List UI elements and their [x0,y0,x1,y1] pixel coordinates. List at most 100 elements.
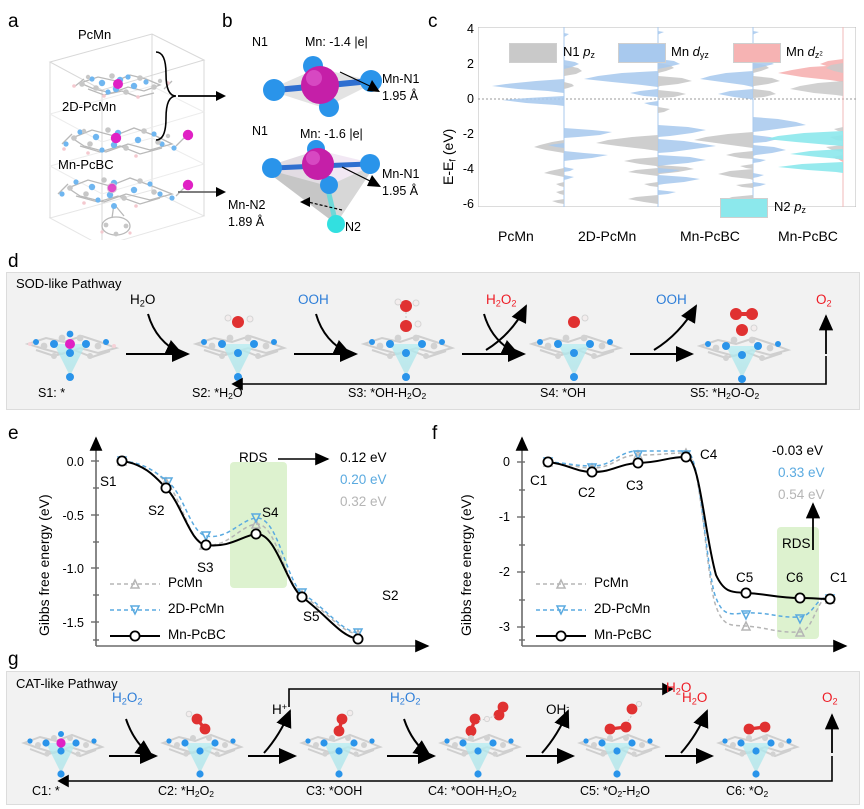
legend-label-n2-pz: N2 pz [774,199,806,216]
legend-label-e-pcmn: PcMn [168,575,203,590]
panel-c-ytick-2: 0 [467,92,474,106]
panel-f-ytick-3: -3 [498,620,510,634]
panel-c-xlabel-0: PcMn [498,228,534,244]
panel-f-energy-diagram [515,436,848,653]
bond-arrow-bottom-icon [341,166,381,187]
point-label-f-c1: C1 [530,473,548,488]
panel-g-title: CAT-like Pathway [16,676,118,691]
panel-b-square-planar-structure [263,56,382,117]
reagent-d-1: OOH [298,292,329,307]
panel-g-band [6,671,860,805]
legend-label-f-mn-pcbc: Mn-PcBC [594,627,652,642]
panel-c-ytick-0: 4 [467,22,474,36]
panel-letter-a: a [8,11,19,32]
panel-b-pyramidal-structure [262,140,380,233]
rds-value-f-0: -0.03 eV [772,443,824,458]
reagent-d-3: OOH [656,292,687,307]
structure-label-pcmn: PcMn [78,27,112,42]
rds-value-f-2: 0.54 eV [778,487,825,502]
point-label-f-c4: C4 [700,447,718,462]
panel-a-to-b-connectors [155,51,226,197]
panel-letter-d: d [8,251,19,272]
label-b-charge-bottom: Mn: -1.6 |e| [300,127,363,141]
point-label-e-s3: S3 [197,560,214,575]
bond-arrow-top-icon [339,71,380,92]
panel-letter-e: e [8,423,19,444]
point-label-e-s1: S1 [100,474,117,489]
legend-swatch-mn-dz2 [733,43,781,63]
label-b-n1-top: N1 [252,35,268,49]
legend-label-e-mn-pcbc: Mn-PcBC [168,627,226,642]
legend-label-mn-dz2: Mn dz2 [786,44,823,61]
state-label-s4: S4: *OH [540,386,586,400]
legend-swatch-mn-dyz [618,43,666,63]
rds-label-e: RDS [239,450,268,465]
rds-value-e-2: 0.32 eV [340,494,387,509]
state-label-c3: C3: *OOH [306,784,363,798]
panel-c-ytick-5: -6 [462,197,474,211]
panel-letter-c: c [428,11,438,32]
reagent-d-0: H2O [130,292,156,309]
label-b-dist-top: 1.95 Å [382,89,419,103]
reagent-d-2: H2O2 [486,292,517,309]
panel-c-xlabel-3: Mn-PcBC [778,228,838,244]
reagent-g-h2o-top: H2O [666,680,692,697]
point-label-e-s2-end: S2 [382,588,399,603]
reagent-g-0: H2O2 [112,690,143,707]
rds-value-e-1: 0.20 eV [340,472,387,487]
reagent-g-h-plus: H+ [272,702,288,718]
panel-c-xlabel-1: 2D-PcMn [578,228,637,244]
point-label-f-c6: C6 [786,570,804,585]
point-label-f-c3: C3 [626,478,644,493]
rds-label-f: RDS [782,536,811,551]
panel-a-structures [48,33,206,240]
panel-f-ytick-2: -2 [498,565,510,579]
label-b-charge-top: Mn: -1.4 |e| [305,35,368,49]
state-label-s2: S2: *H2O [192,386,243,402]
label-b-bond2-bottom: Mn-N2 [228,198,266,212]
state-label-c5: C5: *O2-H2O [580,784,650,800]
legend-label-f-pcmn: PcMn [594,575,629,590]
panel-e-energy-diagram [89,436,430,653]
label-b-n1-bottom: N1 [252,124,268,138]
legend-label-e-2d-pcmn: 2D-PcMn [168,601,225,616]
legend-swatch-n2-pz [720,198,768,218]
state-label-s5: S5: *H2O-O2 [690,386,760,402]
label-b-bond-top: Mn-N1 [382,72,420,86]
rds-value-f-1: 0.33 eV [778,465,825,480]
panel-e-ytick-3: -1.5 [62,616,84,630]
label-b-dist1-bottom: 1.95 Å [382,184,419,198]
legend-label-f-2d-pcmn: 2D-PcMn [594,601,651,616]
legend-label-mn-dyz: Mn dyz [671,44,709,61]
panel-e-ytick-1: -0.5 [62,509,84,523]
panel-c-xlabel-2: Mn-PcBC [680,228,740,244]
state-label-s1: S1: * [38,386,66,400]
legend-label-n1-pz: N1 pz [563,44,595,61]
label-b-bond1-bottom: Mn-N1 [382,167,420,181]
state-label-c2: C2: *H2O2 [158,784,215,800]
reagent-g-2: H2O2 [390,690,421,707]
panel-d-title: SOD-like Pathway [16,276,122,291]
bond-arrow-n2-icon [300,197,343,211]
panel-letter-g: g [8,649,19,670]
label-b-n2: N2 [345,220,361,234]
label-b-dist2-bottom: 1.89 Å [228,215,265,229]
panel-d-pathway-diagram [24,298,834,391]
reagent-g-oh-minus: OH- [546,702,570,718]
reagent-d-4: O2 [816,292,832,309]
panel-letter-f: f [432,423,438,444]
panel-e-ytick-0: 0.0 [66,455,84,469]
panel-c-ytick-1: 2 [467,57,474,71]
point-label-f-c2: C2 [578,485,596,500]
reagent-g-h2o: H2O [682,690,708,707]
structure-label-mn-pcbc: Mn-PcBC [58,157,114,172]
panel-f-ytick-1: -1 [498,510,510,524]
legend-swatch-n1-pz [509,43,557,63]
point-label-e-s5: S5 [303,609,320,624]
panel-letter-b: b [222,11,233,32]
panel-c-ytick-3: -2 [462,127,474,141]
state-label-c1: C1: * [32,784,60,798]
panel-e-ytick-2: -1.0 [62,562,84,576]
structure-label-2d-pcmn: 2D-PcMn [62,99,117,114]
point-label-e-s2: S2 [148,503,165,518]
